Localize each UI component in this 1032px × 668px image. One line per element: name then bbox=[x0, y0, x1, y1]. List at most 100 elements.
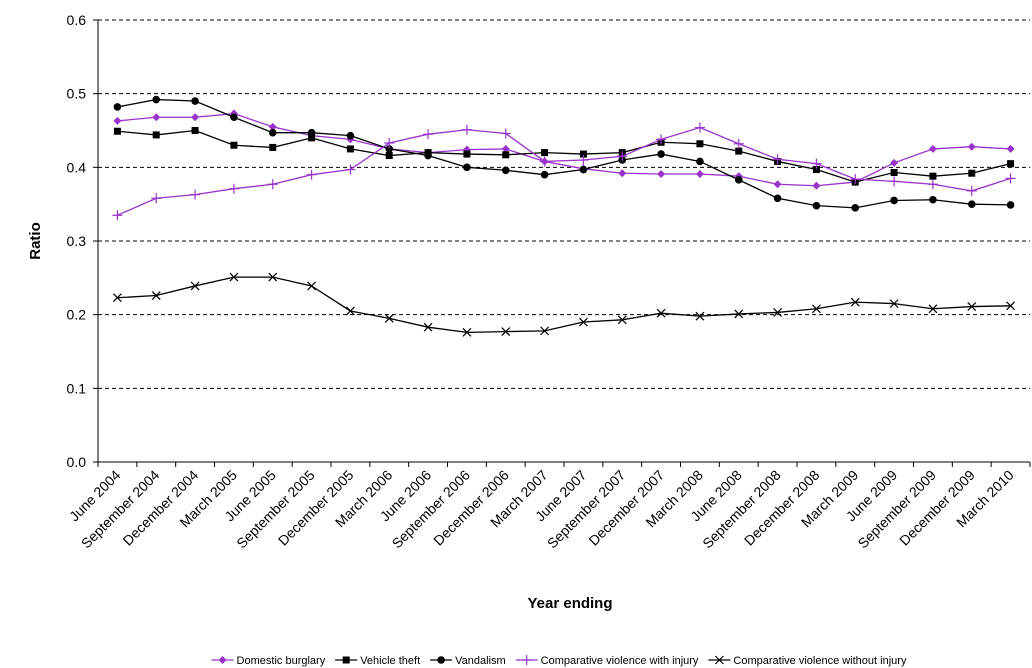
marker bbox=[112, 210, 123, 221]
marker bbox=[811, 158, 822, 169]
marker bbox=[191, 127, 199, 134]
marker bbox=[345, 306, 355, 316]
marker bbox=[889, 299, 899, 309]
marker bbox=[152, 113, 161, 122]
marker bbox=[967, 142, 976, 151]
marker bbox=[617, 315, 627, 325]
marker bbox=[890, 196, 898, 205]
marker bbox=[889, 176, 900, 187]
marker bbox=[268, 128, 277, 137]
marker bbox=[502, 151, 510, 159]
marker bbox=[772, 154, 783, 165]
marker bbox=[112, 293, 122, 303]
marker bbox=[269, 143, 277, 151]
marker bbox=[229, 272, 239, 282]
marker bbox=[656, 308, 666, 318]
marker bbox=[928, 304, 938, 314]
marker bbox=[384, 138, 395, 149]
marker bbox=[501, 166, 510, 175]
marker bbox=[656, 134, 667, 145]
y-tick-label: 0.1 bbox=[67, 380, 87, 396]
marker bbox=[540, 170, 549, 179]
marker bbox=[929, 172, 937, 180]
marker bbox=[927, 179, 938, 190]
marker bbox=[346, 131, 355, 140]
marker bbox=[342, 656, 350, 664]
marker bbox=[501, 144, 510, 153]
marker bbox=[773, 180, 782, 189]
marker bbox=[1006, 201, 1015, 209]
legend-label: Vandalism bbox=[455, 655, 506, 667]
marker bbox=[967, 302, 977, 311]
marker bbox=[929, 195, 937, 204]
marker bbox=[385, 152, 393, 160]
marker bbox=[1006, 301, 1016, 311]
marker bbox=[113, 103, 122, 111]
marker bbox=[968, 169, 976, 177]
marker bbox=[268, 272, 278, 282]
marker bbox=[423, 129, 434, 140]
marker bbox=[1005, 173, 1016, 184]
legend-label: Comparative violence with injury bbox=[541, 655, 699, 667]
marker bbox=[385, 145, 394, 153]
marker bbox=[734, 309, 744, 319]
y-tick-label: 0.0 bbox=[67, 454, 87, 470]
marker bbox=[1007, 160, 1015, 168]
marker bbox=[191, 113, 200, 122]
legend-label: Comparative violence without injury bbox=[733, 655, 907, 667]
marker bbox=[811, 304, 821, 314]
legend-label: Domestic burglary bbox=[237, 655, 326, 667]
marker bbox=[695, 169, 704, 178]
marker bbox=[928, 144, 937, 153]
y-tick-label: 0.4 bbox=[67, 159, 87, 175]
marker bbox=[113, 116, 122, 125]
marker bbox=[346, 145, 354, 153]
series-line bbox=[117, 126, 1011, 216]
marker bbox=[657, 150, 665, 158]
marker bbox=[657, 169, 666, 178]
marker bbox=[190, 189, 201, 200]
marker bbox=[267, 179, 278, 190]
series-line bbox=[117, 276, 1011, 333]
marker bbox=[521, 655, 532, 665]
marker bbox=[618, 169, 627, 178]
marker bbox=[151, 291, 161, 300]
marker bbox=[307, 128, 316, 137]
marker bbox=[890, 158, 899, 167]
marker bbox=[735, 147, 743, 155]
marker bbox=[230, 113, 238, 122]
marker bbox=[578, 154, 589, 165]
marker bbox=[218, 656, 227, 664]
marker bbox=[345, 164, 356, 175]
marker bbox=[307, 281, 317, 291]
marker bbox=[696, 157, 704, 166]
marker bbox=[812, 166, 820, 174]
y-tick-label: 0.6 bbox=[67, 12, 87, 28]
marker bbox=[501, 327, 511, 337]
y-tick-label: 0.5 bbox=[67, 86, 87, 102]
marker bbox=[966, 185, 977, 196]
x-axis-title: Year ending bbox=[527, 595, 612, 612]
marker bbox=[308, 134, 316, 142]
marker bbox=[463, 163, 471, 172]
y-tick-label: 0.2 bbox=[67, 307, 87, 323]
marker bbox=[228, 183, 239, 194]
marker bbox=[850, 297, 860, 307]
marker bbox=[151, 193, 162, 204]
marker bbox=[541, 149, 549, 157]
marker bbox=[812, 201, 821, 210]
marker bbox=[190, 281, 200, 291]
marker bbox=[113, 127, 121, 135]
marker bbox=[462, 327, 472, 337]
marker bbox=[694, 122, 705, 133]
marker bbox=[152, 95, 161, 104]
marker bbox=[812, 181, 821, 190]
marker bbox=[696, 140, 704, 148]
marker bbox=[773, 194, 782, 203]
marker bbox=[734, 176, 743, 184]
marker bbox=[578, 317, 588, 327]
marker bbox=[579, 165, 588, 174]
marker bbox=[890, 168, 898, 176]
marker bbox=[230, 141, 238, 149]
